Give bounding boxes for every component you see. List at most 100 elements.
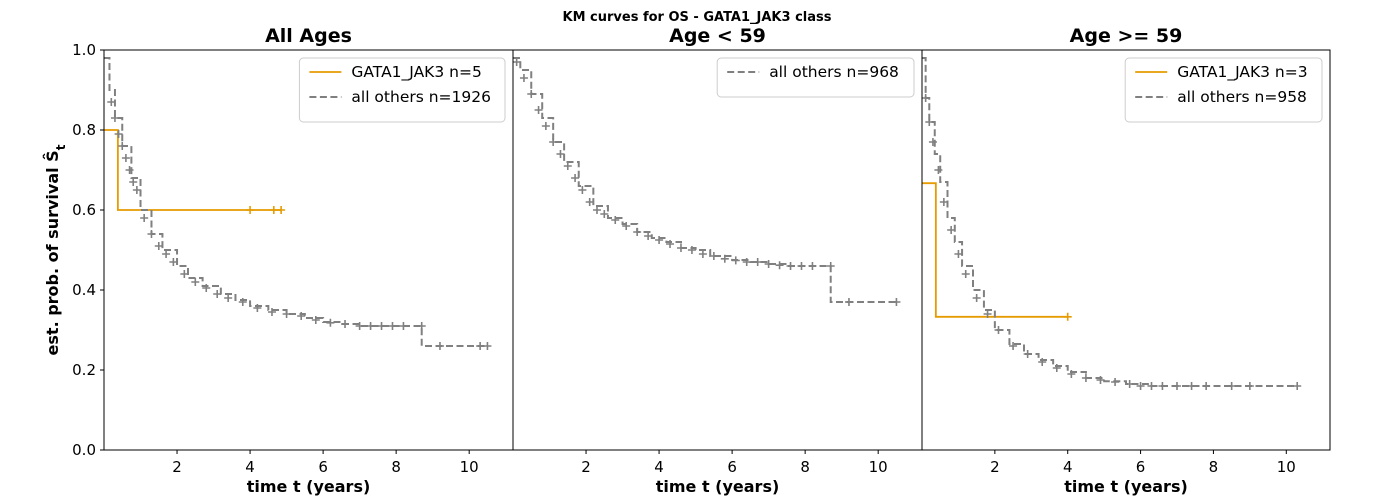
censor-mark-all-others xyxy=(549,138,558,146)
censor-mark-all-others xyxy=(709,252,718,260)
legend-entry: all others n=968 xyxy=(769,63,899,81)
panel-title-age-59-plus: Age >= 59 xyxy=(1070,25,1183,47)
censor-mark-all-others xyxy=(961,270,970,278)
censor-mark-all-others xyxy=(1147,382,1156,390)
censor-mark-all-others xyxy=(224,294,233,302)
censor-mark-all-others xyxy=(417,322,426,330)
censor-mark-all-others xyxy=(925,118,934,126)
censor-mark-all-others xyxy=(1023,350,1032,358)
censor-mark-all-others xyxy=(326,318,335,327)
censor-mark-all-others xyxy=(129,178,138,186)
censor-mark-all-others xyxy=(377,322,386,330)
censor-mark-all-others xyxy=(399,322,408,330)
x-tick-label: 6 xyxy=(727,458,737,476)
censor-mark-all-others xyxy=(844,298,853,306)
censor-mark-all-others xyxy=(742,258,751,266)
censor-mark-all-others xyxy=(519,74,528,82)
censor-mark-all-others xyxy=(1038,358,1047,366)
censor-mark-all-others xyxy=(592,206,601,214)
censor-mark-all-others xyxy=(180,270,189,278)
x-tick-label: 10 xyxy=(869,458,888,476)
censor-mark-all-others xyxy=(983,310,992,318)
censor-mark-all-others xyxy=(107,98,116,106)
y-tick-label: 0.8 xyxy=(72,121,96,139)
censor-mark-all-others xyxy=(476,342,485,350)
censor-mark-all-others xyxy=(483,342,492,350)
censor-mark-all-others xyxy=(556,150,565,158)
x-tick-label: 2 xyxy=(172,458,182,476)
censor-mark-gata1-jak3 xyxy=(246,206,255,214)
censor-mark-all-others xyxy=(1136,382,1145,390)
censor-mark-all-others xyxy=(147,230,156,238)
censor-mark-all-others xyxy=(972,294,981,302)
x-tick-label: 8 xyxy=(1209,458,1219,476)
panel-all-ages: All Ages 2 4 6 8 10 0.0 0.2 0.4 0.6 0.8 1.0 time t (… xyxy=(72,25,514,496)
y-tick-label: 0.2 xyxy=(72,361,96,379)
censor-mark-all-others xyxy=(1067,370,1076,378)
censor-mark-all-others xyxy=(110,114,119,122)
censor-mark-all-others xyxy=(169,258,178,266)
censor-mark-all-others xyxy=(826,262,835,270)
censor-mark-all-others xyxy=(676,244,685,252)
censor-mark-all-others xyxy=(622,222,631,230)
censor-mark-all-others xyxy=(1173,382,1181,390)
censor-mark-all-others xyxy=(1111,378,1120,386)
censor-mark-all-others xyxy=(1096,376,1105,384)
x-axis-label-age-59-plus: time t (years) xyxy=(1064,477,1188,496)
x-axis-label-all-ages: time t (years) xyxy=(247,477,371,496)
censor-mark-all-others xyxy=(1081,374,1090,382)
censor-mark-all-others xyxy=(388,322,397,330)
x-tick-label: 4 xyxy=(245,458,255,476)
censor-mark-all-others xyxy=(541,122,550,130)
censor-mark-all-others xyxy=(611,216,620,224)
censor-mark-all-others xyxy=(764,260,773,268)
censor-mark-gata1-jak3 xyxy=(1063,312,1072,321)
censor-mark-all-others xyxy=(118,142,127,150)
y-axis-label: est. prob. of survival Ŝt xyxy=(43,144,68,355)
x-tick-label: 4 xyxy=(1063,458,1073,476)
censor-mark-all-others xyxy=(1187,382,1196,390)
censor-mark-all-others xyxy=(1125,380,1134,388)
censor-mark-all-others xyxy=(297,312,306,320)
censor-mark-all-others xyxy=(731,256,740,265)
censor-mark-all-others xyxy=(934,166,943,174)
censor-mark-all-others xyxy=(578,186,587,194)
censor-mark-gata1-jak3 xyxy=(269,206,278,214)
x-tick-label: 4 xyxy=(654,458,664,476)
censor-mark-all-others xyxy=(238,298,247,306)
censor-mark-all-others xyxy=(1158,382,1167,390)
x-tick-label: 8 xyxy=(391,458,401,476)
censor-mark-all-others xyxy=(797,262,806,270)
x-tick-label: 10 xyxy=(1277,458,1296,476)
censor-mark-all-others xyxy=(666,240,675,248)
censor-mark-all-others xyxy=(644,232,653,240)
panel-age-59-plus: Age >= 59 2 4 6 8 10 time t (years) GATA1_JAK3 … xyxy=(921,25,1331,496)
censor-mark-all-others xyxy=(154,242,163,250)
censor-mark-all-others xyxy=(563,162,572,170)
panel-title-all-ages: All Ages xyxy=(265,25,352,47)
censor-mark-all-others xyxy=(366,322,375,330)
legend-age-59-plus: GATA1_JAK3 n=3 all others n=958 xyxy=(1124,57,1323,123)
km-curve-gata1-jak3 xyxy=(104,129,282,211)
y-tick-label: 1.0 xyxy=(72,41,96,59)
censor-mark-all-others xyxy=(571,174,580,182)
censor-mark-all-others xyxy=(1245,382,1254,390)
censor-mark-all-others xyxy=(355,322,364,330)
censor-mark-all-others xyxy=(753,258,762,266)
censor-mark-all-others xyxy=(1009,342,1018,350)
censor-mark-all-others xyxy=(534,106,543,114)
censor-mark-all-others xyxy=(892,298,901,306)
x-tick-label: 10 xyxy=(460,458,479,476)
figure-title: KM curves for OS - GATA1_JAK3 class xyxy=(563,10,832,25)
legend-box xyxy=(298,57,506,123)
censor-mark-all-others xyxy=(311,316,320,324)
panel-title-age-under-59: Age < 59 xyxy=(669,25,766,47)
censor-mark-all-others xyxy=(775,261,784,270)
censor-mark-all-others xyxy=(527,90,536,98)
censor-mark-all-others xyxy=(140,214,149,222)
legend-box xyxy=(716,57,915,98)
panel-age-under-59: Age < 59 2 4 6 8 10 time t (years) all others n… xyxy=(512,25,923,496)
censor-mark-all-others xyxy=(928,138,937,146)
censor-mark-all-others xyxy=(600,210,609,218)
